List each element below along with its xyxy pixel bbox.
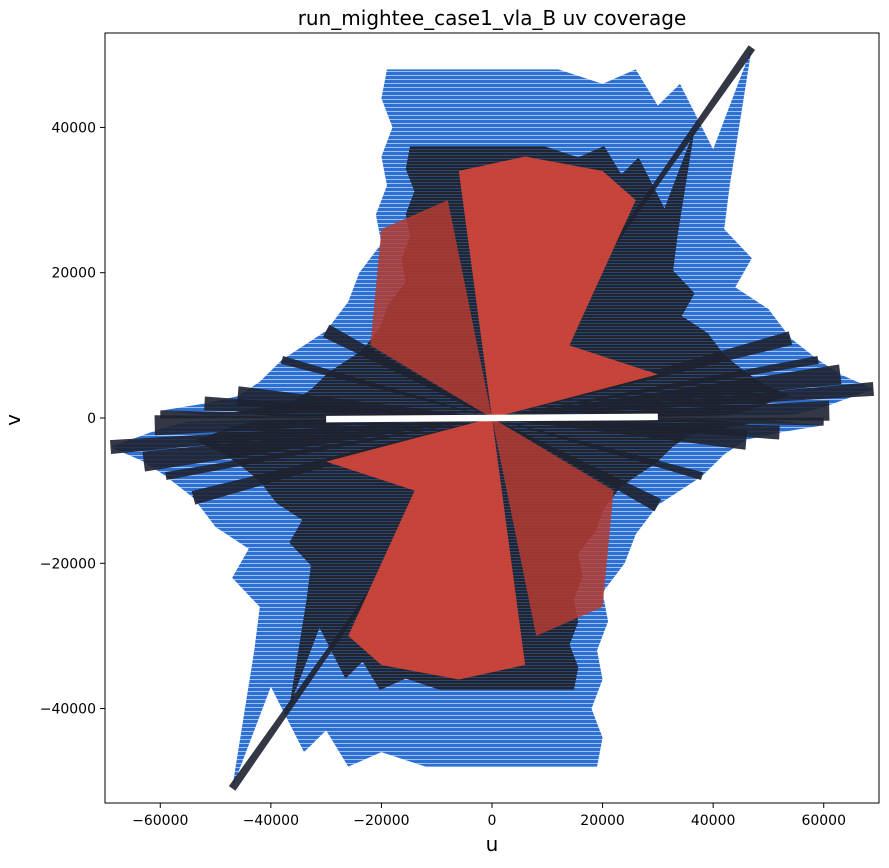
- x-tick-label: −60000: [132, 813, 188, 829]
- uv-arm-b-2: [142, 418, 493, 472]
- uv-center-gap: [326, 413, 658, 423]
- x-axis: −60000 −40000 −20000 0 20000 40000 60000: [132, 803, 846, 829]
- y-tick-label: −40000: [40, 702, 96, 718]
- uv-core-lower: [326, 418, 526, 680]
- uv-arm-a-1: [492, 381, 875, 418]
- x-tick-label: 20000: [580, 813, 625, 829]
- y-tick-label: −20000: [40, 556, 96, 572]
- y-axis-label: v: [1, 414, 25, 426]
- uv-arm-a-2: [492, 364, 842, 418]
- y-tick-label: 0: [87, 411, 96, 427]
- uv-arm-a-9: [280, 356, 492, 418]
- uv-arm-b-8: [492, 418, 748, 450]
- uv-arm-a-10: [322, 324, 492, 418]
- uv-arm-b-9: [492, 418, 704, 480]
- x-tick-label: −40000: [243, 813, 299, 829]
- y-tick-label: 20000: [51, 266, 96, 282]
- uv-arm-b-10: [492, 418, 662, 512]
- y-axis: −40000 −20000 0 20000 40000: [40, 120, 105, 718]
- uv-core-lower-right: [492, 418, 614, 636]
- x-tick-label: 60000: [801, 813, 846, 829]
- uv-arm-b-1: [109, 418, 493, 455]
- x-tick-label: 40000: [691, 813, 736, 829]
- uv-arm-a-3: [492, 355, 819, 418]
- y-tick-label: 40000: [51, 120, 96, 136]
- uv-arm-b-3: [165, 418, 492, 481]
- uv-core-upper-left: [370, 200, 492, 418]
- chart-title: run_mightee_case1_vla_B uv coverage: [298, 6, 687, 30]
- uv-core-upper: [458, 156, 658, 418]
- x-axis-label: u: [486, 832, 499, 856]
- x-tick-label: −20000: [353, 813, 409, 829]
- plot-area: [109, 45, 875, 791]
- x-tick-label: 0: [488, 813, 497, 829]
- uv-arm-a-8: [236, 386, 492, 418]
